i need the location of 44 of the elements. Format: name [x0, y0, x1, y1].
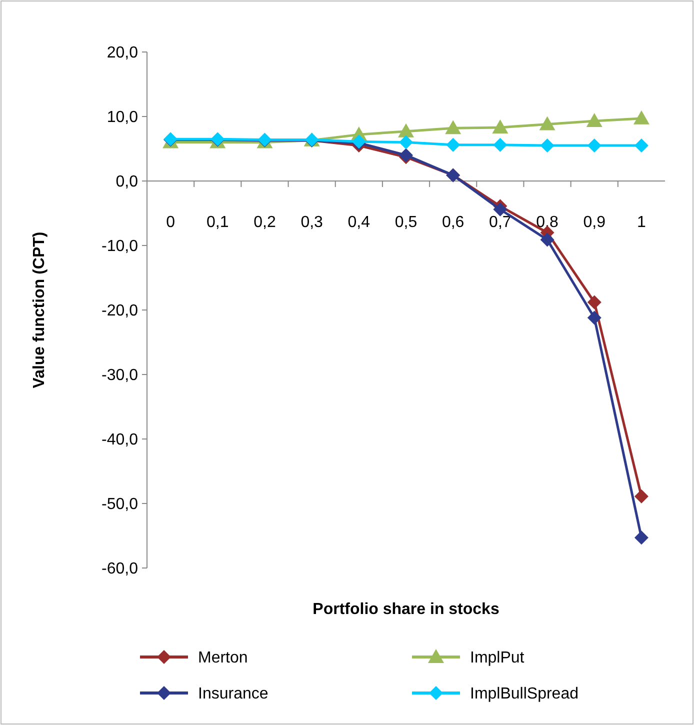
- point: [493, 138, 508, 152]
- point: [493, 202, 508, 216]
- point: [634, 138, 648, 153]
- x-tick-label: 0,5: [394, 214, 418, 231]
- point: [398, 123, 414, 138]
- y-tick-label: 0,0: [116, 174, 138, 191]
- point: [587, 138, 602, 153]
- y-tick-label: 10,0: [106, 109, 138, 126]
- x-axis-title: Portfolio share in stocks: [312, 601, 500, 618]
- x-tick-label: 0: [166, 214, 176, 231]
- x-tick-label: 0,2: [254, 214, 276, 231]
- point: [539, 116, 556, 130]
- y-tick-label: -20,0: [102, 302, 138, 320]
- y-tick-label: -30,0: [102, 367, 138, 384]
- y-tick-label: -10,0: [102, 238, 138, 256]
- y-tick-label: 20,0: [106, 44, 138, 62]
- x-tick-label: 0,7: [489, 214, 512, 231]
- x-tick-label: 0,1: [206, 214, 229, 231]
- x-tick-label: 0,4: [348, 214, 370, 231]
- x-tick-label: 0,3: [300, 214, 324, 231]
- point: [633, 110, 650, 124]
- point: [634, 489, 648, 504]
- x-tick-label: 0,8: [536, 214, 558, 231]
- y-tick-label: -40,0: [102, 432, 138, 449]
- point: [587, 295, 602, 310]
- point: [446, 138, 460, 152]
- point: [634, 530, 648, 545]
- x-tick-label: 0,9: [583, 214, 606, 231]
- point: [492, 119, 508, 134]
- point: [540, 138, 554, 153]
- legend-label: ImplPut: [470, 650, 525, 667]
- point: [445, 120, 462, 134]
- legend-label: Merton: [198, 650, 248, 667]
- legend-label: Insurance: [198, 686, 268, 703]
- point: [587, 310, 602, 325]
- x-tick-label: 0,6: [442, 214, 464, 231]
- y-axis-title: Value function (CPT): [31, 232, 48, 388]
- point: [399, 135, 413, 150]
- x-tick-label: 1: [637, 214, 646, 231]
- point: [586, 113, 602, 128]
- y-tick-label: -50,0: [102, 496, 138, 514]
- y-tick-label: -60,0: [102, 560, 138, 578]
- point: [540, 232, 554, 247]
- legend-label: ImplBullSpread: [470, 686, 578, 703]
